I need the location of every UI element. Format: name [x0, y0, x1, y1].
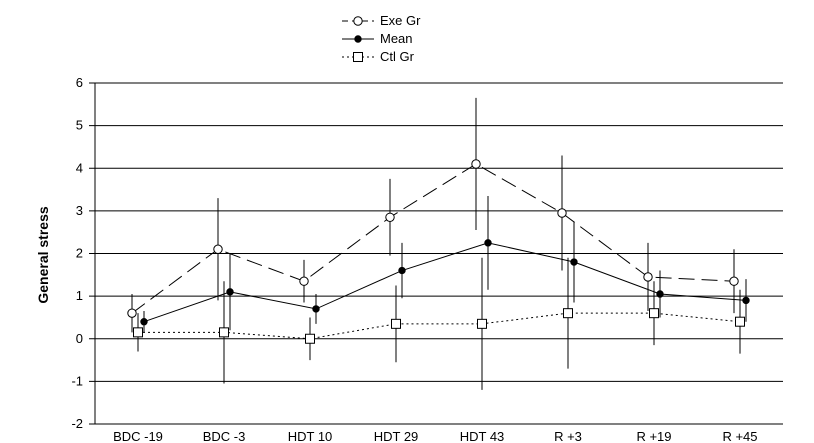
legend-item: Ctl Gr — [342, 49, 415, 64]
y-tick-label: 6 — [76, 75, 83, 90]
x-tick-label: BDC -3 — [203, 429, 246, 443]
data-point — [398, 266, 406, 275]
series-mean — [140, 195, 750, 333]
x-tick-label: R +19 — [636, 429, 671, 443]
legend-label: Ctl Gr — [380, 49, 415, 64]
grid-lines — [95, 82, 783, 425]
y-tick-label: -1 — [71, 373, 83, 388]
data-point — [729, 276, 739, 286]
y-tick-label: 4 — [76, 160, 83, 175]
data-point — [471, 159, 481, 169]
series — [127, 97, 750, 390]
x-tick-label: R +45 — [722, 429, 757, 443]
series-line — [131, 163, 735, 314]
legend-item: Mean — [342, 31, 413, 46]
x-tick-label: R +3 — [554, 429, 582, 443]
data-point — [226, 288, 234, 296]
data-point — [312, 305, 320, 313]
y-tick-label: 0 — [76, 331, 83, 346]
legend-item: Exe Gr — [342, 13, 421, 28]
y-tick-label: 3 — [76, 203, 83, 218]
y-tick-label: 2 — [76, 246, 83, 261]
data-point — [127, 308, 137, 318]
data-point — [563, 308, 573, 319]
data-point — [557, 208, 567, 218]
axes — [89, 82, 783, 425]
y-tick-label: 1 — [76, 288, 83, 303]
legend: Exe Gr Mean Ctl Gr — [342, 13, 421, 64]
data-point — [570, 258, 578, 266]
legend-marker — [354, 35, 362, 43]
x-tick-label: HDT 43 — [460, 429, 505, 443]
y-tick-label: -2 — [71, 416, 83, 431]
legend-label: Exe Gr — [380, 13, 421, 28]
data-point — [391, 318, 401, 329]
data-point — [643, 272, 653, 282]
data-point — [299, 276, 309, 286]
x-tick-label: BDC -19 — [113, 429, 163, 443]
legend-label: Mean — [380, 31, 413, 46]
data-point — [213, 244, 223, 254]
legend-marker — [353, 52, 363, 62]
data-point — [484, 239, 492, 247]
series-ctl-gr — [133, 257, 745, 390]
series-line — [143, 242, 747, 323]
data-point — [133, 327, 143, 338]
data-point — [140, 318, 148, 326]
y-tick-labels: -2 -1 0 1 2 3 4 5 6 — [71, 75, 83, 431]
data-point — [649, 308, 659, 319]
series-line — [138, 312, 741, 340]
x-tick-labels: BDC -19 BDC -3 HDT 10 HDT 29 HDT 43 R +3 R +19… — [113, 429, 757, 443]
y-axis-label: General stress — [35, 206, 51, 303]
x-tick-label: HDT 10 — [288, 429, 333, 443]
data-point — [742, 296, 750, 305]
data-point — [385, 212, 395, 222]
data-point — [305, 333, 315, 344]
legend-marker — [353, 16, 363, 26]
series-exe-gr — [127, 97, 739, 333]
x-tick-label: HDT 29 — [374, 429, 419, 443]
data-point — [735, 316, 745, 327]
data-point — [219, 327, 229, 338]
y-tick-label: 5 — [76, 118, 83, 133]
data-point — [477, 318, 487, 329]
data-point — [656, 290, 664, 298]
